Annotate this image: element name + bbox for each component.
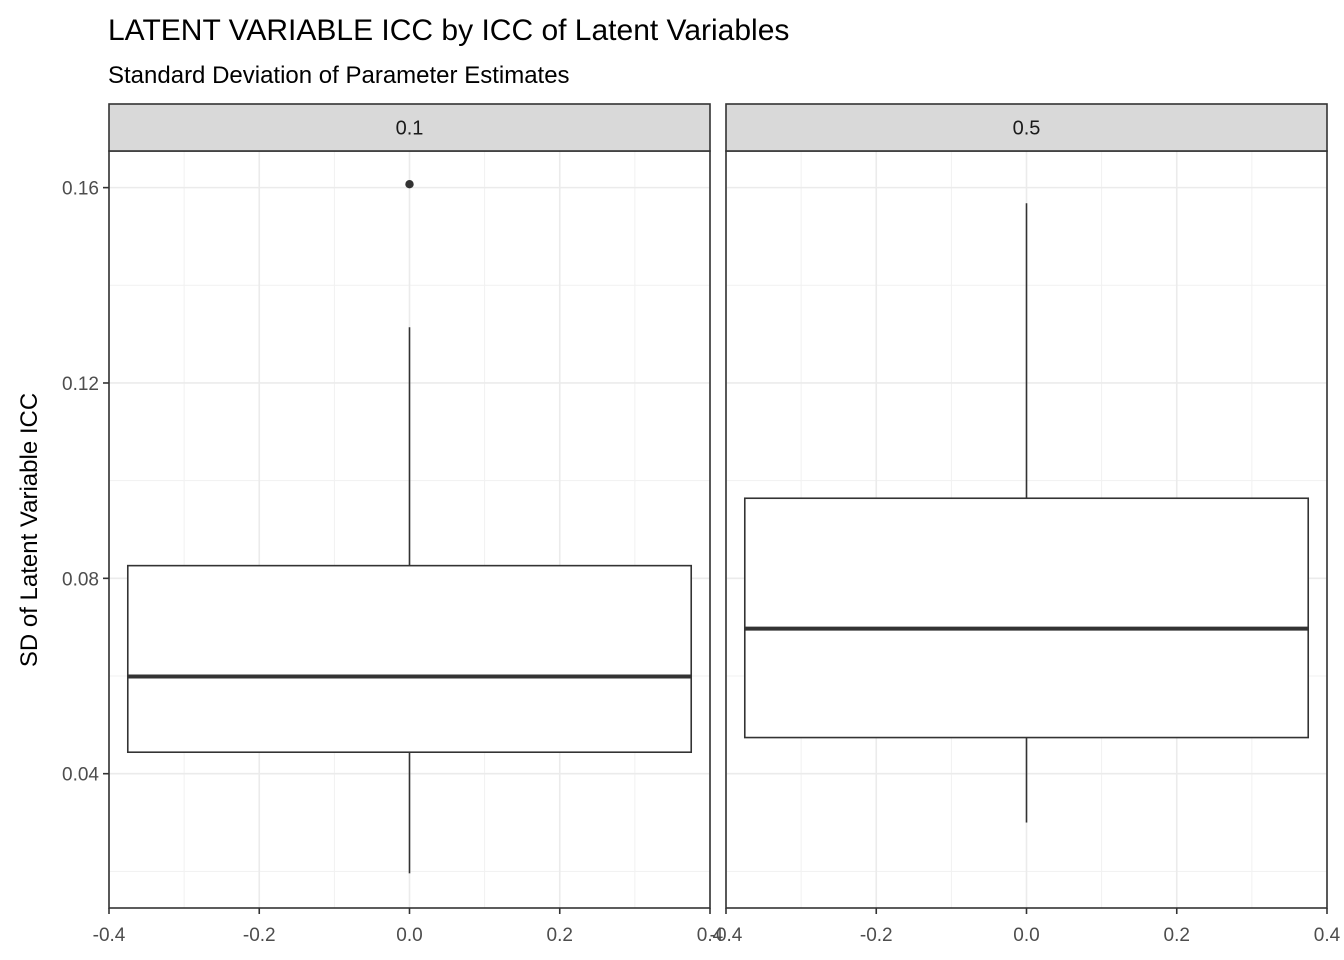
facet-panel-2: 0.5 -0.4 -0.2 0.0 0.2 0.4 (710, 103, 1341, 946)
x-tick-label: 0.0 (396, 925, 422, 946)
x-tick-label: 0.0 (1013, 925, 1039, 946)
x-tick-label: -0.4 (93, 925, 126, 946)
chart-subtitle: Standard Deviation of Parameter Estimate… (108, 62, 570, 89)
x-tick-label: -0.2 (243, 925, 276, 946)
facet-strip (725, 103, 1328, 152)
facet-panels: 0.1 -0.4 -0.2 0.0 0.2 0.4 0.04 0.08 0.12 0.16 0.5 -… (62, 103, 1341, 946)
facet-panel-1: 0.1 -0.4 -0.2 0.0 0.2 0.4 0.04 0.08 0.12 0.16 (62, 103, 724, 946)
x-tick-label: 0.2 (547, 925, 573, 946)
y-tick-label: 0.04 (62, 765, 99, 786)
box-iqr (126, 564, 693, 754)
y-axis-title: SD of Latent Variable ICC (16, 393, 43, 667)
y-tick-label: 0.16 (62, 179, 99, 200)
x-tick-label: 0.4 (697, 925, 724, 946)
chart-title: LATENT VARIABLE ICC by ICC of Latent Var… (108, 14, 789, 47)
box-iqr (743, 497, 1310, 739)
y-tick-label: 0.12 (62, 374, 99, 395)
facet-strip-label: 0.5 (1013, 118, 1041, 140)
outlier-point (405, 180, 414, 189)
x-tick-label: -0.2 (860, 925, 893, 946)
x-tick-label: 0.4 (1314, 925, 1341, 946)
facet-strip-label: 0.1 (396, 118, 424, 140)
x-tick-label: -0.4 (710, 925, 743, 946)
facet-strip (108, 103, 711, 152)
y-tick-label: 0.08 (62, 569, 99, 590)
x-tick-label: 0.2 (1164, 925, 1190, 946)
